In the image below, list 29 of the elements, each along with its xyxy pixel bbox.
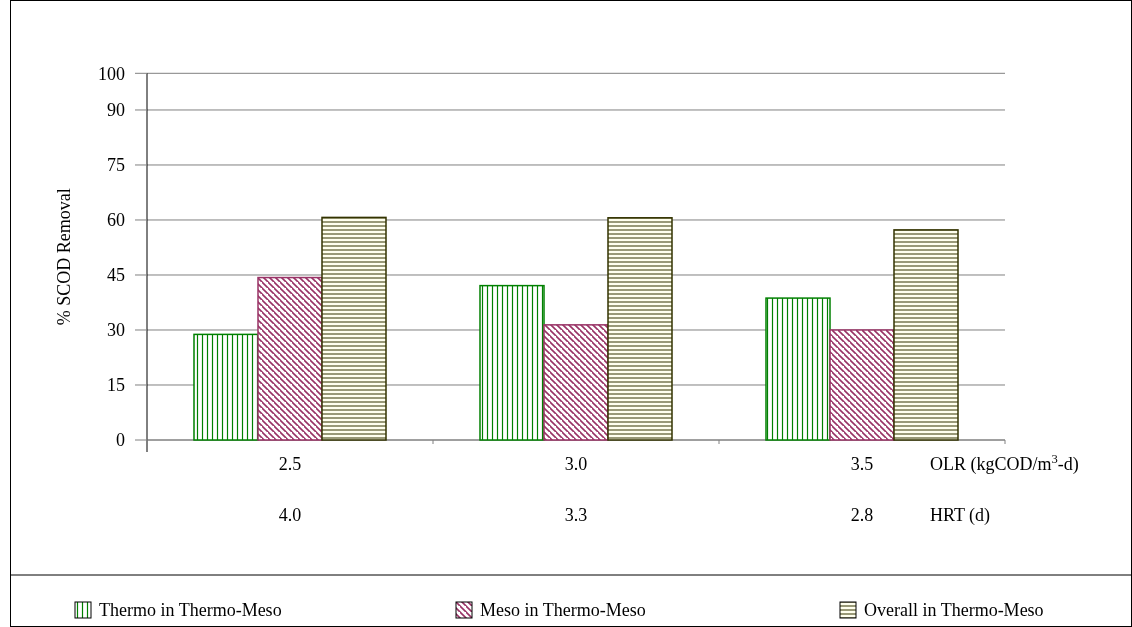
text: 4.0 [278, 505, 302, 525]
bar [607, 217, 673, 441]
bar [479, 284, 545, 441]
x-tick-label: 3.0 [564, 454, 588, 474]
bar [765, 297, 831, 441]
y-tick-label: 90 [107, 100, 125, 121]
x-tick-label: 3.5 [850, 454, 874, 474]
y-tick-label: 30 [107, 320, 125, 341]
x-tick-label: 2.5 [278, 454, 302, 474]
legend-label: Thermo in Thermo-Meso [99, 600, 282, 620]
y-axis-title: % SCOD Removal [54, 188, 74, 326]
legend-label: Meso in Thermo-Meso [480, 600, 646, 620]
bar [893, 229, 959, 441]
y-tick-label: 45 [107, 265, 125, 286]
text: 3.3 [564, 505, 588, 525]
text: HRT (d) [930, 505, 991, 526]
bar [829, 329, 895, 441]
text: 2.8 [850, 505, 874, 525]
y-tick-label: 0 [116, 430, 125, 451]
legend-label: Overall in Thermo-Meso [864, 600, 1044, 620]
bar [193, 333, 259, 441]
bar [543, 324, 609, 441]
bar [321, 216, 387, 441]
bar [257, 276, 323, 441]
y-tick-label: 100 [98, 63, 125, 84]
y-tick-label: 15 [107, 375, 125, 396]
y-tick-label: 75 [107, 155, 125, 176]
y-tick-label: 60 [107, 210, 125, 231]
x-axis-title: OLR (kgCOD/m$^{3}$-d) [930, 452, 1079, 475]
